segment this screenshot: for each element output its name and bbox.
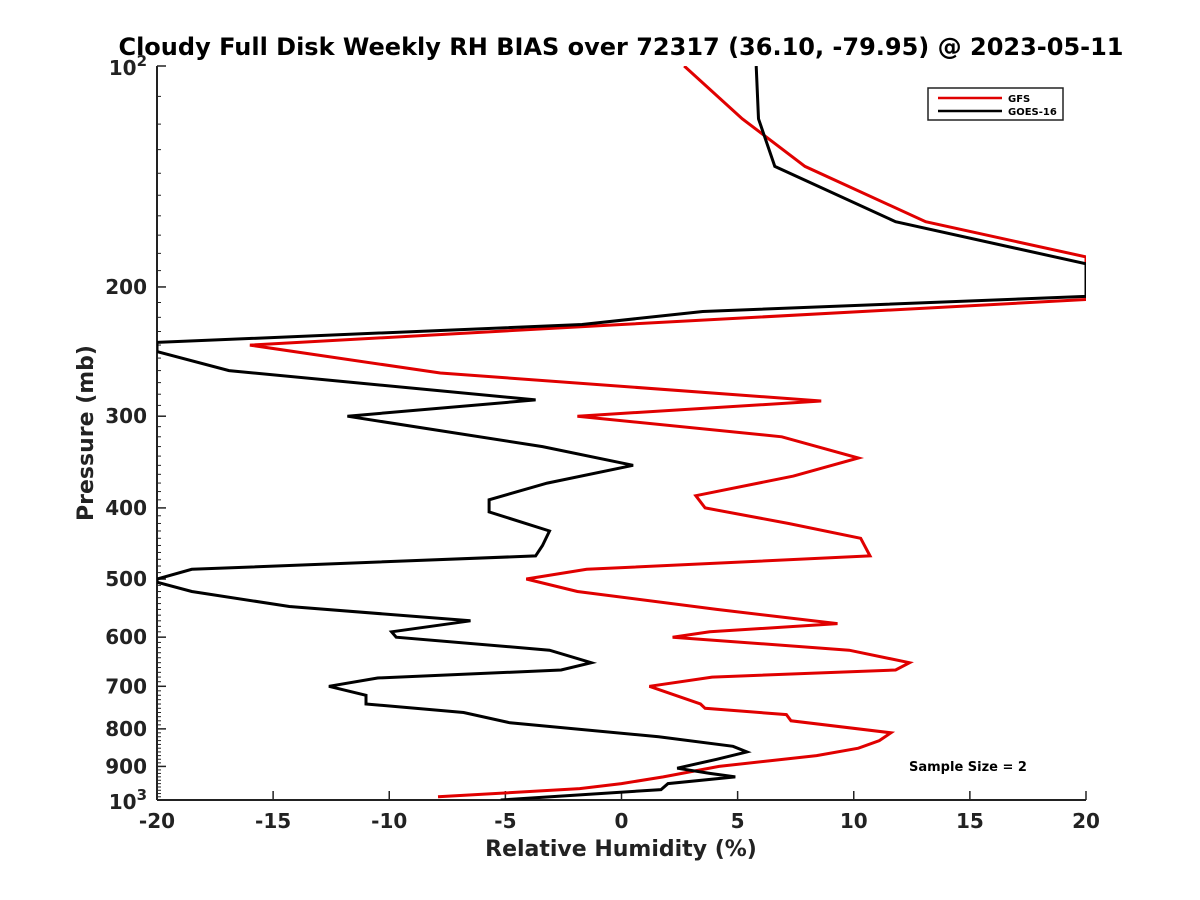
x-tick-label: -15 <box>255 809 291 833</box>
x-tick-label: 5 <box>731 809 745 833</box>
x-tick-label: 15 <box>956 809 984 833</box>
legend: GFS GOES-16 <box>927 87 1064 121</box>
legend-box <box>927 87 1064 121</box>
x-tick-label: 10 <box>840 809 868 833</box>
y-tick-label: 900 <box>105 754 147 778</box>
chart-title: Cloudy Full Disk Weekly RH BIAS over 723… <box>118 33 1123 61</box>
series-line-gfs <box>249 66 1086 799</box>
y-axis-label: Pressure (mb) <box>74 345 99 521</box>
series-line-goes-16 <box>157 66 1086 800</box>
sample-size-annotation: Sample Size = 2 <box>909 760 1027 775</box>
y-tick-label: 400 <box>105 496 147 520</box>
y-tick-label: 300 <box>105 404 147 428</box>
legend-label: GFS <box>1008 94 1030 105</box>
y-tick-label: 200 <box>105 275 147 299</box>
x-ticks: -20 -15 -10 -5 0 5 10 15 20 <box>139 791 1100 833</box>
y-tick-label: 800 <box>105 717 147 741</box>
y-tick-label-decade: 102 <box>109 52 147 80</box>
y-tick-label: 700 <box>105 674 147 698</box>
y-tick-label: 500 <box>105 567 147 591</box>
x-axis-label: Relative Humidity (%) <box>485 837 757 862</box>
x-tick-label: 0 <box>615 809 629 833</box>
y-tick-label: 600 <box>105 625 147 649</box>
x-tick-label: -20 <box>139 809 175 833</box>
y-tick-label-decade: 103 <box>109 786 147 814</box>
x-tick-label: -10 <box>371 809 407 833</box>
x-tick-label: -5 <box>494 809 516 833</box>
y-ticks: 200 300 400 500 600 700 800 900 102 103 <box>105 52 166 814</box>
series-layer <box>157 66 1086 800</box>
axes <box>156 66 1086 801</box>
x-tick-label: 20 <box>1072 809 1100 833</box>
legend-label: GOES-16 <box>1008 107 1057 118</box>
